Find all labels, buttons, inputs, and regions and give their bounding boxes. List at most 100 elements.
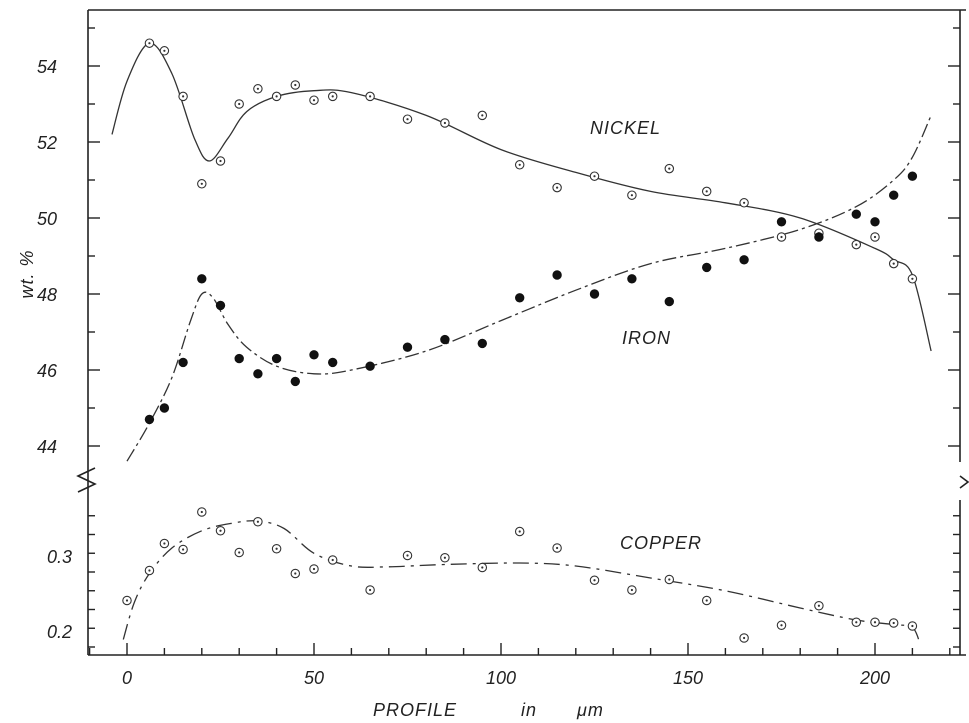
point-copper	[814, 600, 824, 611]
point-copper	[888, 618, 899, 628]
point-iron	[328, 357, 338, 368]
x-tick-label: 150	[673, 668, 703, 688]
y-tick-label: 48	[37, 285, 57, 305]
point-copper	[365, 585, 375, 595]
series-label-copper: COPPER	[620, 533, 702, 553]
y-tick-label: 0.2	[47, 622, 72, 642]
point-nickel	[664, 163, 675, 174]
point-iron	[271, 353, 282, 364]
point-iron	[365, 361, 375, 371]
point-iron	[234, 353, 244, 364]
series-label-nickel: NICKEL	[590, 118, 661, 138]
point-nickel	[477, 110, 488, 121]
point-copper	[144, 565, 155, 576]
point-nickel	[589, 171, 600, 181]
point-nickel	[851, 239, 862, 250]
point-copper	[776, 620, 787, 630]
x-tick-label: 200	[859, 668, 890, 688]
x-tick-label: 100	[486, 668, 516, 688]
point-copper	[271, 543, 282, 554]
fit-curve-copper	[122, 520, 921, 644]
point-copper	[739, 633, 749, 643]
point-iron	[197, 274, 207, 284]
point-nickel	[402, 114, 413, 124]
point-iron	[702, 262, 712, 273]
point-iron	[159, 403, 170, 413]
point-iron	[440, 334, 450, 345]
point-iron	[178, 357, 188, 368]
point-nickel	[178, 91, 188, 102]
point-copper	[701, 595, 712, 606]
point-copper	[122, 595, 132, 606]
point-copper	[215, 525, 226, 536]
x-axis-label-profile: PROFILE	[373, 700, 457, 720]
point-iron	[290, 376, 300, 387]
point-nickel	[514, 160, 525, 170]
data-points	[122, 38, 918, 643]
point-copper	[907, 621, 918, 631]
point-iron	[851, 209, 861, 219]
y-tick-labels: 44 46 48 50 52 54 0.2 0.3	[37, 57, 72, 642]
point-copper	[552, 543, 562, 553]
point-iron	[402, 342, 413, 352]
point-iron	[664, 296, 674, 307]
point-copper	[309, 564, 319, 574]
point-copper	[589, 575, 600, 585]
point-iron	[870, 217, 880, 227]
x-tick-labels: 0 50 100 150 200	[122, 668, 890, 688]
point-copper	[178, 544, 188, 555]
point-nickel	[739, 198, 749, 208]
x-tick-label: 0	[122, 668, 132, 688]
series-label-iron: IRON	[622, 328, 671, 348]
point-copper	[159, 538, 170, 549]
point-nickel	[552, 182, 562, 193]
x-axis-label-in: in	[521, 700, 537, 720]
point-iron	[215, 300, 226, 311]
y-tick-label: 50	[37, 209, 57, 229]
point-nickel	[440, 118, 450, 128]
axes-frame	[76, 9, 969, 656]
fit-curve-iron	[126, 115, 932, 462]
point-copper	[290, 568, 301, 579]
point-copper	[402, 550, 413, 561]
axis-break-right	[959, 475, 969, 489]
y-tick-label: 46	[37, 361, 58, 381]
point-nickel	[327, 91, 338, 102]
point-nickel	[253, 84, 263, 94]
point-nickel	[290, 80, 301, 90]
y-tick-label: 44	[37, 437, 57, 457]
point-nickel	[197, 179, 207, 189]
point-nickel	[701, 186, 712, 197]
point-copper	[870, 617, 880, 627]
point-copper	[234, 547, 244, 558]
point-nickel	[365, 91, 375, 102]
point-copper	[253, 516, 263, 527]
point-iron	[552, 270, 562, 280]
point-nickel	[870, 232, 880, 242]
point-nickel	[309, 95, 319, 105]
x-tick-label: 50	[304, 668, 324, 688]
point-copper	[627, 585, 637, 595]
fit-curve-nickel	[111, 42, 932, 352]
point-iron	[515, 293, 525, 303]
point-copper	[327, 555, 338, 565]
point-nickel	[159, 46, 170, 56]
point-iron	[253, 369, 263, 379]
point-iron	[889, 190, 899, 200]
point-iron	[907, 171, 918, 181]
point-copper	[477, 562, 488, 573]
point-iron	[144, 414, 155, 425]
point-nickel	[271, 91, 282, 102]
point-iron	[776, 217, 787, 227]
y-tick-label: 0.3	[47, 547, 72, 567]
point-copper	[664, 574, 675, 585]
point-copper	[514, 526, 525, 537]
point-nickel	[215, 156, 226, 166]
point-iron	[739, 255, 749, 265]
point-nickel	[234, 99, 244, 109]
point-iron	[814, 232, 824, 242]
point-nickel	[627, 190, 637, 200]
point-iron	[477, 338, 487, 349]
axis-break-left	[76, 467, 97, 493]
